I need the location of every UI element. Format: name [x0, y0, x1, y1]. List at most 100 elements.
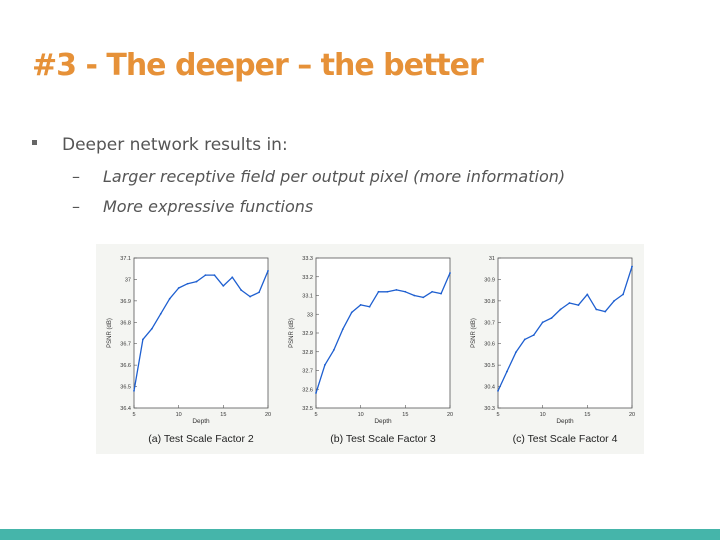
- data-point: [541, 321, 544, 324]
- data-point: [359, 303, 362, 306]
- y-tick-label: 32.7: [302, 369, 313, 375]
- data-point: [267, 269, 269, 272]
- plot-area: [497, 257, 633, 409]
- x-tick-label: 5: [314, 412, 317, 418]
- charts-svg: 36.4 36.5 36.6 36.7 36.8 36.9 37 37.1 5 10 15 20 Dep…: [107, 256, 635, 445]
- chart-caption: (a) Test Scale Factor 2: [148, 433, 254, 445]
- y-tick-label: 30.5: [484, 363, 495, 369]
- data-point: [559, 308, 562, 311]
- data-point: [341, 328, 344, 331]
- data-point: [413, 294, 416, 297]
- x-axis-label: Depth: [192, 418, 210, 425]
- data-point: [622, 293, 624, 296]
- y-tick-label: 32.9: [302, 331, 313, 337]
- x-tick-label: 5: [496, 412, 499, 418]
- y-axis-label: PSNR (dB): [107, 318, 113, 348]
- data-point: [177, 287, 180, 289]
- data-point: [332, 348, 335, 351]
- slide-title: #3 - The deeper – the better: [32, 48, 484, 83]
- data-point: [231, 276, 234, 279]
- y-tick-label: 37.1: [120, 256, 131, 262]
- plot-area: [315, 257, 451, 409]
- x-tick-label: 5: [132, 412, 135, 418]
- data-point: [586, 293, 589, 296]
- data-point: [249, 295, 252, 298]
- subbullet-text: More expressive functions: [103, 197, 314, 216]
- x-tick-label: 20: [265, 412, 271, 418]
- subbullet-text: Larger receptive field per output pixel …: [103, 167, 566, 186]
- y-tick-label: 37: [125, 277, 131, 283]
- data-point: [514, 351, 517, 354]
- y-axis-label: PSNR (dB): [471, 318, 477, 348]
- data-point: [577, 304, 580, 307]
- data-point: [506, 370, 508, 373]
- series-line: [133, 270, 269, 392]
- subbullet-dash: –: [72, 167, 80, 186]
- y-tick-label: 36.6: [120, 363, 131, 369]
- x-tick-label: 10: [176, 412, 182, 418]
- data-point: [377, 290, 380, 293]
- y-tick-label: 30.3: [484, 406, 495, 412]
- data-point: [604, 310, 607, 313]
- data-point: [240, 289, 243, 292]
- x-tick-label: 15: [584, 412, 590, 418]
- x-axis-label: Depth: [556, 418, 574, 425]
- data-point: [133, 389, 135, 392]
- chart-caption: (c) Test Scale Factor 4: [513, 433, 618, 445]
- data-point: [595, 308, 598, 311]
- x-tick-label: 15: [220, 412, 226, 418]
- x-tick-label: 10: [540, 412, 546, 418]
- data-point: [449, 272, 451, 274]
- y-tick-label: 33.2: [302, 275, 313, 281]
- y-tick-label: 30.9: [484, 277, 495, 283]
- data-point: [195, 280, 198, 283]
- y-tick-label: 31: [489, 256, 495, 262]
- data-point: [350, 311, 353, 314]
- data-point: [142, 338, 144, 341]
- data-point: [204, 274, 207, 277]
- data-point: [368, 305, 371, 308]
- plot-area: [133, 257, 269, 409]
- y-tick-label: 30.8: [484, 299, 495, 305]
- data-point: [568, 302, 571, 304]
- y-tick-label: 36.9: [120, 299, 131, 305]
- data-point: [395, 288, 398, 291]
- y-tick-label: 30.4: [484, 385, 495, 391]
- data-point: [315, 392, 317, 394]
- y-tick-label: 36.7: [120, 342, 131, 348]
- x-axis-label: Depth: [374, 418, 392, 425]
- y-tick-label: 36.8: [120, 320, 131, 326]
- data-point: [523, 338, 526, 341]
- y-tick-label: 36.4: [120, 406, 131, 412]
- series-line: [315, 272, 451, 394]
- data-point: [222, 284, 225, 287]
- x-tick-label: 20: [447, 412, 453, 418]
- x-tick-label: 10: [358, 412, 364, 418]
- y-tick-label: 33.1: [302, 294, 313, 300]
- chart-caption: (b) Test Scale Factor 3: [330, 433, 436, 445]
- data-point: [258, 291, 260, 294]
- y-tick-label: 32.5: [302, 406, 313, 412]
- data-point: [440, 292, 442, 295]
- data-point: [631, 265, 633, 268]
- data-point: [150, 327, 153, 330]
- data-point: [186, 282, 189, 285]
- data-point: [550, 317, 553, 319]
- data-point: [159, 312, 162, 315]
- y-tick-label: 33.3: [302, 256, 313, 262]
- subbullet-dash: –: [72, 197, 80, 216]
- data-point: [404, 290, 407, 293]
- y-tick-label: 30.7: [484, 320, 495, 326]
- y-tick-label: 30.6: [484, 342, 495, 348]
- y-tick-label: 32.8: [302, 350, 313, 356]
- y-axis-label: PSNR (dB): [289, 318, 295, 348]
- bottom-accent-bar: [0, 529, 720, 540]
- data-point: [497, 389, 499, 392]
- data-point: [613, 299, 616, 302]
- data-point: [431, 290, 434, 293]
- x-tick-label: 20: [629, 412, 635, 418]
- x-tick-label: 15: [402, 412, 408, 418]
- data-point: [422, 296, 425, 299]
- y-tick-label: 32.6: [302, 387, 313, 393]
- data-point: [532, 334, 535, 337]
